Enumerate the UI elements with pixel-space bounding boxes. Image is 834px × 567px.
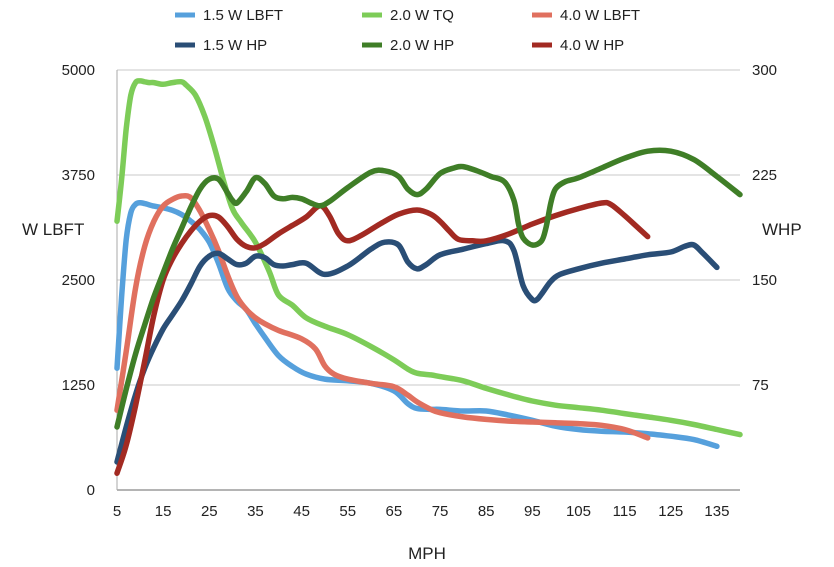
legend: 1.5 W LBFT 2.0 W TQ 4.0 W LBFT 1.5 W HP 2.0 … [175,7,640,54]
x-tick-label: 35 [247,503,264,520]
legend-label: 4.0 W LBFT [560,7,640,24]
y-right-tick-label: 150 [752,272,777,289]
y-left-tick-label: 1250 [62,377,95,394]
series-line-1-5-w-lbft [114,199,720,450]
x-tick-label: 55 [339,503,356,520]
y-axis-right-title: WHP [762,220,802,239]
x-tick-label: 5 [113,503,121,520]
x-tick-label: 15 [155,503,172,520]
series-lines [114,78,743,476]
x-tick-label: 65 [386,503,403,520]
series-line-2-0-w-hp [114,147,743,430]
series-line-4-0-w-hp [114,199,651,476]
x-tick-label: 125 [658,503,683,520]
y-right-tick-label: 75 [752,377,769,394]
y-axis-left-title: W LBFT [22,220,84,239]
x-tick-label: 25 [201,503,218,520]
legend-label: 2.0 W HP [390,37,454,54]
y-left-tick-label: 2500 [62,272,95,289]
legend-label: 4.0 W HP [560,37,624,54]
legend-label: 2.0 W TQ [390,7,454,24]
y-left-tick-label: 0 [87,482,95,499]
tick-labels: 0 1250 2500 3750 5000 75 150 225 300 5 15 25 35 45 55 6… [62,62,777,520]
series-line-4-0-w-lbft [114,192,651,441]
x-tick-label: 45 [293,503,310,520]
x-tick-label: 95 [524,503,541,520]
x-tick-label: 105 [566,503,591,520]
legend-label: 1.5 W HP [203,37,267,54]
x-tick-label: 75 [432,503,449,520]
y-right-tick-label: 300 [752,62,777,79]
y-left-tick-label: 3750 [62,167,95,184]
legend-label: 1.5 W LBFT [203,7,283,24]
x-tick-label: 135 [704,503,729,520]
series-line-1-5-w-hp [114,237,720,465]
y-left-tick-label: 5000 [62,62,95,79]
x-tick-label: 85 [478,503,495,520]
series-line-2-0-w-tq [114,78,743,438]
y-right-tick-label: 225 [752,167,777,184]
x-axis-title: MPH [408,544,446,563]
x-tick-label: 115 [613,503,637,520]
